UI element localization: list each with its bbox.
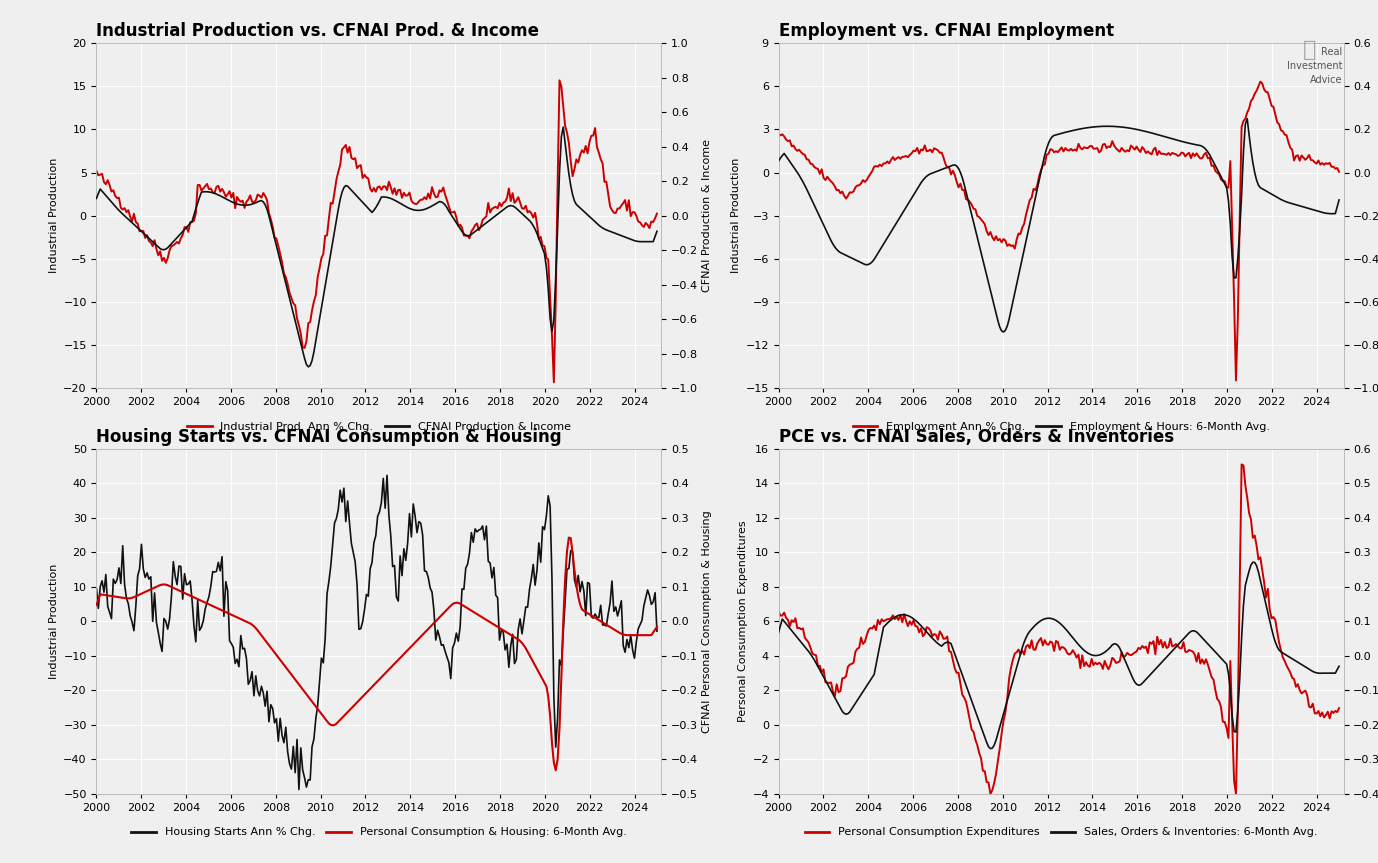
- Y-axis label: Industrial Production: Industrial Production: [50, 158, 59, 274]
- Y-axis label: Personal Consumption Expenditures: Personal Consumption Expenditures: [739, 520, 748, 722]
- Legend: Industrial Prod. Ann % Chg., CFNAI Production & Income: Industrial Prod. Ann % Chg., CFNAI Produ…: [183, 418, 575, 437]
- Text: Industrial Production vs. CFNAI Prod. & Income: Industrial Production vs. CFNAI Prod. & …: [96, 22, 539, 41]
- Legend: Personal Consumption Expenditures, Sales, Orders & Inventories: 6-Month Avg.: Personal Consumption Expenditures, Sales…: [801, 823, 1322, 842]
- Text: Employment vs. CFNAI Employment: Employment vs. CFNAI Employment: [779, 22, 1113, 41]
- Y-axis label: CFNAI Personal Consumption & Housing: CFNAI Personal Consumption & Housing: [703, 510, 712, 733]
- Y-axis label: Industrial Production: Industrial Production: [50, 564, 59, 679]
- Text: Housing Starts vs. CFNAI Consumption & Housing: Housing Starts vs. CFNAI Consumption & H…: [96, 428, 562, 446]
- Text: PCE vs. CFNAI Sales, Orders & Inventories: PCE vs. CFNAI Sales, Orders & Inventorie…: [779, 428, 1174, 446]
- Y-axis label: CFNAI Production & Income: CFNAI Production & Income: [703, 139, 712, 293]
- Legend: Housing Starts Ann % Chg., Personal Consumption & Housing: 6-Month Avg.: Housing Starts Ann % Chg., Personal Cons…: [127, 823, 631, 842]
- Y-axis label: Industrial Production: Industrial Production: [732, 158, 741, 274]
- Text: 🦅: 🦅: [1302, 40, 1316, 60]
- Text: Real
Investment
Advice: Real Investment Advice: [1287, 47, 1342, 85]
- Legend: Employment Ann % Chg., Employment & Hours: 6-Month Avg.: Employment Ann % Chg., Employment & Hour…: [847, 418, 1275, 437]
